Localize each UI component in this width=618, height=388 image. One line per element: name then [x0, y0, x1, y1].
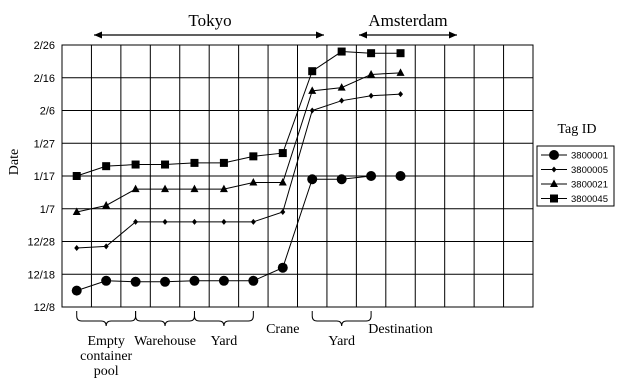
- data-point: [189, 275, 200, 286]
- grid: [61, 44, 534, 308]
- legend-label: 3800001: [571, 151, 608, 162]
- stage-label: Empty container pool: [80, 334, 132, 379]
- data-point: [550, 194, 558, 203]
- stage-brace: [311, 311, 372, 327]
- location-label: Amsterdam: [368, 11, 447, 30]
- stage-brace: [135, 311, 195, 327]
- y-tick-label: 2/26: [34, 40, 55, 52]
- stage-label: Crane: [266, 322, 299, 337]
- data-point: [221, 218, 227, 225]
- y-tick-label: 12/8: [34, 302, 55, 314]
- data-point: [102, 162, 111, 171]
- legend-label: 3800045: [571, 194, 608, 205]
- data-point: [398, 91, 404, 98]
- legend-entry: 3800001: [541, 150, 608, 162]
- data-point: [550, 179, 558, 187]
- data-point: [219, 158, 228, 167]
- data-point: [249, 178, 258, 186]
- y-tick-label: 2/16: [34, 73, 55, 85]
- y-tick-label: 1/27: [34, 138, 55, 150]
- y-tick-labels: 12/8 12/18 12/28 1/7 1/17 1/27 2/6 2/16 2/26: [27, 40, 55, 314]
- data-point: [249, 152, 258, 161]
- data-point: [103, 243, 109, 250]
- series-3800005: [74, 91, 404, 252]
- data-point: [396, 68, 405, 76]
- data-point: [337, 47, 346, 56]
- data-point: [131, 160, 140, 169]
- data-point: [102, 200, 111, 209]
- data-point: [308, 67, 317, 76]
- data-point: [367, 49, 376, 58]
- series-line: [76, 72, 401, 213]
- data-point: [219, 184, 228, 193]
- data-point: [278, 149, 287, 158]
- series-3800021: [72, 68, 405, 216]
- legend-entry: 3800021: [541, 179, 608, 191]
- data-point: [250, 218, 256, 225]
- data-point: [551, 166, 557, 173]
- tokyo-arrow: [94, 31, 324, 39]
- y-tick-label: 2/6: [40, 106, 55, 118]
- series-3800001: [71, 171, 406, 296]
- legend-label: 3800021: [571, 180, 608, 191]
- series-layer: [71, 47, 406, 296]
- series-line: [76, 51, 401, 177]
- data-point: [133, 218, 139, 225]
- y-tick-label: 1/17: [34, 171, 55, 183]
- data-point: [162, 218, 168, 225]
- data-point: [278, 178, 287, 186]
- y-tick-label: 12/18: [27, 269, 55, 281]
- data-point: [395, 171, 406, 181]
- amsterdam-arrow: [359, 31, 457, 39]
- data-point: [190, 184, 199, 193]
- stage-label: Yard: [328, 334, 355, 349]
- data-point: [277, 262, 288, 273]
- data-point: [191, 218, 197, 225]
- data-point: [101, 275, 112, 286]
- legend-title: Tag ID: [557, 122, 596, 137]
- y-tick-label: 12/28: [27, 237, 55, 249]
- data-point: [190, 158, 199, 167]
- legend-label: 3800005: [571, 165, 608, 176]
- stage-label: Yard: [211, 334, 238, 349]
- data-point: [308, 86, 317, 94]
- data-point: [218, 275, 229, 286]
- data-point: [339, 97, 345, 104]
- legend-entry: 3800005: [541, 165, 608, 176]
- data-point: [368, 92, 374, 99]
- stage-label: Warehouse: [134, 334, 196, 349]
- data-point: [161, 184, 170, 193]
- annotations: Tokyo Amsterdam Empty container poolWarehous…: [76, 11, 457, 379]
- data-point: [161, 160, 170, 169]
- data-point: [74, 245, 80, 252]
- y-tick-label: 1/7: [40, 204, 55, 216]
- data-point: [280, 209, 286, 216]
- data-point: [71, 285, 82, 296]
- stage-label: Destination: [368, 322, 433, 337]
- stage-brace: [76, 311, 137, 327]
- location-label: Tokyo: [188, 11, 231, 30]
- data-point: [366, 171, 377, 181]
- legend-entry: 3800045: [541, 194, 608, 205]
- data-point: [131, 184, 140, 193]
- data-point: [337, 83, 346, 91]
- data-point: [160, 276, 171, 287]
- data-point: [309, 107, 315, 114]
- data-point: [549, 150, 559, 160]
- y-axis-label: Date: [7, 149, 22, 175]
- data-point: [72, 172, 81, 180]
- legend: Tag ID 3800001 3800005 3800021 3800045: [536, 122, 615, 207]
- data-point: [72, 207, 81, 216]
- data-point: [307, 174, 318, 185]
- stage-brace: [193, 311, 254, 327]
- data-point: [130, 276, 141, 287]
- series-line: [76, 93, 401, 249]
- data-point: [367, 69, 376, 78]
- series-3800045: [72, 47, 405, 180]
- data-point: [336, 174, 347, 185]
- data-point: [396, 49, 405, 58]
- data-point: [248, 275, 259, 286]
